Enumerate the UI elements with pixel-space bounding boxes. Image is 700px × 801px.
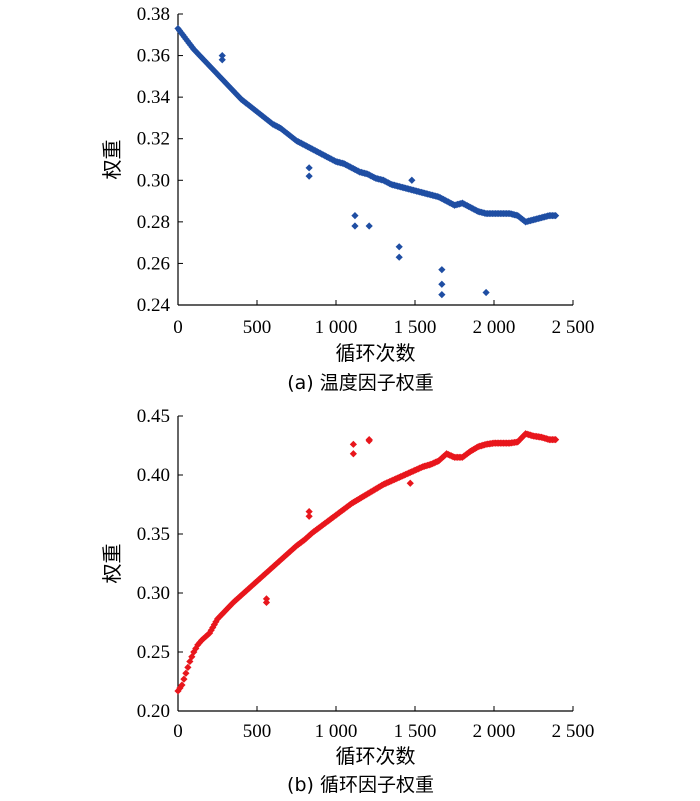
y-tick-label: 0.25 xyxy=(137,642,170,663)
outlier-point xyxy=(406,479,414,487)
data-point xyxy=(178,681,186,689)
x-tick-label: 0 xyxy=(173,721,183,742)
y-tick-label: 0.45 xyxy=(137,406,170,427)
outlier-point xyxy=(395,243,403,251)
x-tick-label: 1 000 xyxy=(315,317,358,338)
data-point xyxy=(183,37,192,45)
x-tick-label: 2 000 xyxy=(473,317,516,338)
x-tick-label: 2 500 xyxy=(552,721,595,742)
y-tick-label: 0.26 xyxy=(137,253,170,274)
outlier-point xyxy=(262,598,271,607)
y-tick-label: 0.38 xyxy=(137,4,170,25)
y-axis-title: 权重 xyxy=(100,140,124,180)
y-tick-label: 0.34 xyxy=(137,87,171,108)
data-point xyxy=(552,212,560,220)
outlier-point xyxy=(349,440,357,448)
data-point xyxy=(188,43,196,51)
data-point xyxy=(180,675,188,683)
outlier-point xyxy=(218,56,226,64)
outlier-point xyxy=(438,280,446,288)
data-point xyxy=(204,631,212,639)
x-tick-label: 1 500 xyxy=(394,721,437,742)
outlier-point xyxy=(218,51,226,60)
outlier-point xyxy=(438,291,446,299)
x-tick-label: 0 xyxy=(173,317,183,338)
outlier-point xyxy=(438,266,446,274)
outlier-point xyxy=(305,512,313,520)
data-point xyxy=(187,41,195,49)
data-point xyxy=(207,626,215,634)
outlier-point xyxy=(408,176,416,184)
outlier-point xyxy=(305,507,313,516)
outlier-point xyxy=(351,212,359,220)
data-point xyxy=(182,35,190,43)
x-tick-label: 1 000 xyxy=(315,721,358,742)
y-tick-label: 0.30 xyxy=(137,583,170,604)
y-tick-label: 0.24 xyxy=(137,295,171,316)
outlier-point xyxy=(305,172,313,180)
outlier-point xyxy=(395,253,403,261)
y-tick-label: 0.20 xyxy=(137,701,170,722)
panel-caption: (a) 温度因子权重 xyxy=(287,372,434,394)
x-tick-label: 2 000 xyxy=(473,721,516,742)
outlier-point xyxy=(482,288,490,297)
data-point xyxy=(184,663,192,671)
outlier-point xyxy=(365,222,373,230)
outlier-point xyxy=(305,164,313,172)
x-tick-label: 500 xyxy=(243,721,272,742)
x-tick-label: 1 500 xyxy=(394,317,437,338)
chart-panel-a: 0.24 0.26 0.28 0.30 0.32 0.34 0.36 0.38 0 500 1 00… xyxy=(100,4,594,394)
y-tick-label: 0.32 xyxy=(137,129,170,150)
y-tick-label: 0.35 xyxy=(137,524,170,545)
outlier-point xyxy=(349,450,357,458)
x-axis-title: 循环次数 xyxy=(336,744,416,768)
y-tick-label: 0.40 xyxy=(137,465,170,486)
x-tick-label: 500 xyxy=(243,317,272,338)
x-axis-title: 循环次数 xyxy=(336,341,416,365)
data-point xyxy=(192,644,200,653)
data-point xyxy=(210,621,218,629)
data-point xyxy=(185,39,193,47)
y-tick-label: 0.28 xyxy=(137,212,170,233)
data-point xyxy=(174,24,182,33)
data-point xyxy=(182,669,190,677)
chart-panel-b: 0.20 0.25 0.30 0.35 0.40 0.45 0 500 1 000 1 500 2 … xyxy=(100,406,594,796)
outlier-point xyxy=(351,222,359,230)
y-tick-label: 0.30 xyxy=(137,170,170,191)
data-point xyxy=(552,436,560,444)
outlier-point xyxy=(365,437,373,445)
x-tick-label: 2 500 xyxy=(552,317,595,338)
panel-caption: (b) 循环因子权重 xyxy=(287,774,434,796)
y-tick-label: 0.36 xyxy=(137,46,170,67)
data-point xyxy=(198,636,206,644)
y-axis-title: 权重 xyxy=(100,544,124,584)
